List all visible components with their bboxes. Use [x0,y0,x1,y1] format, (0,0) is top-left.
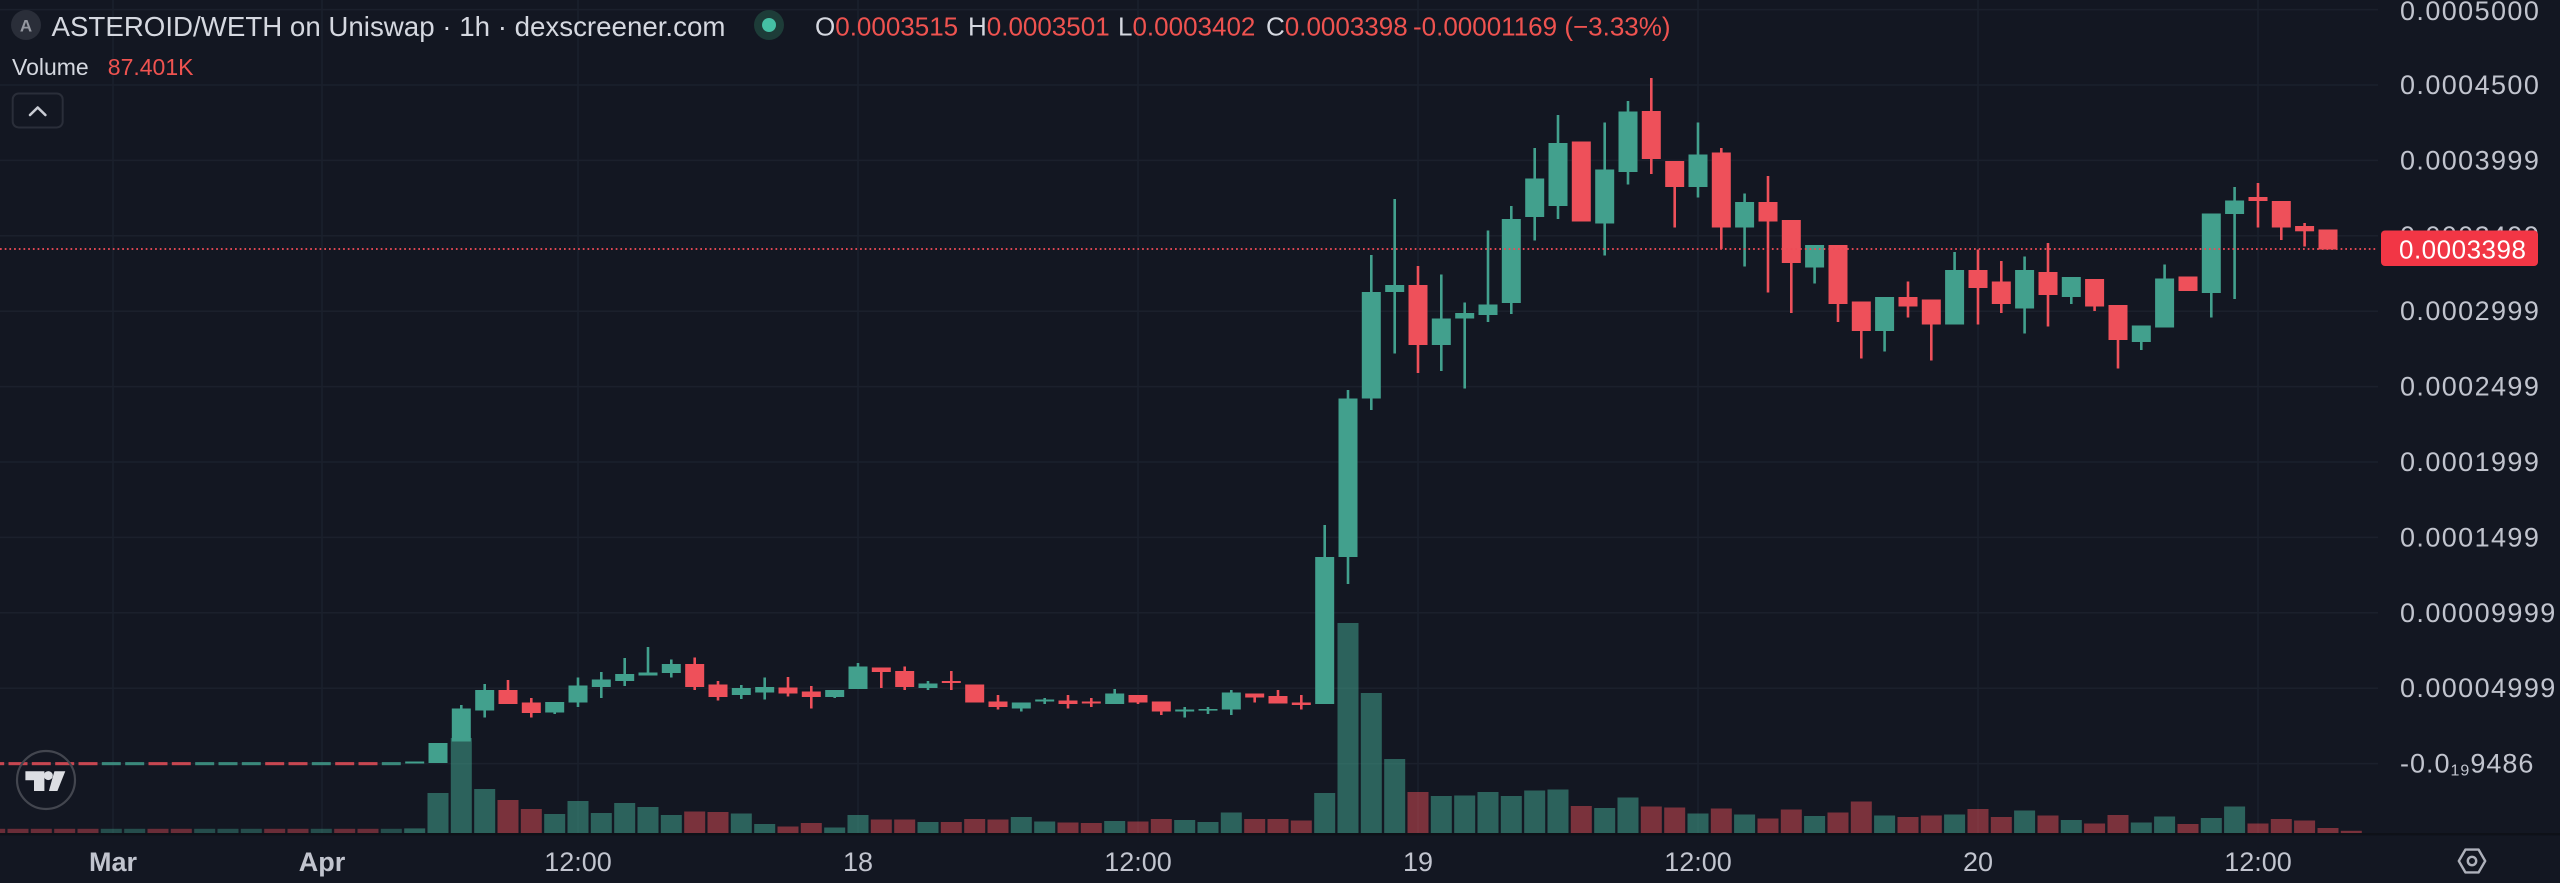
svg-text:A: A [20,17,32,36]
svg-text:87.401K: 87.401K [108,54,194,80]
svg-text:Apr: Apr [299,847,346,877]
svg-text:H0.0003501: H0.0003501 [968,12,1110,42]
svg-text:Mar: Mar [89,847,138,877]
svg-text:0.0003398: 0.0003398 [2399,235,2526,265]
svg-text:12:00: 12:00 [544,847,612,877]
svg-text:0.00009999: 0.00009999 [2400,598,2557,628]
svg-text:12:00: 12:00 [1664,847,1732,877]
svg-text:20: 20 [1963,847,1993,877]
svg-text:0.0002499: 0.0002499 [2400,372,2540,402]
svg-text:ASTEROID/WETH on Uniswap · 1h: ASTEROID/WETH on Uniswap · 1h · dexscree… [52,11,726,42]
svg-text:-0.00001169 (−3.33%): -0.00001169 (−3.33%) [1413,12,1671,42]
svg-text:19: 19 [1403,847,1433,877]
svg-text:12:00: 12:00 [2224,847,2292,877]
svg-text:12:00: 12:00 [1104,847,1172,877]
svg-text:0.0004500: 0.0004500 [2400,70,2540,100]
svg-text:0.0001999: 0.0001999 [2400,447,2540,477]
svg-text:C0.0003398: C0.0003398 [1266,12,1408,42]
svg-text:0.0005000: 0.0005000 [2400,0,2540,26]
svg-text:O0.0003515: O0.0003515 [815,12,958,42]
svg-text:18: 18 [843,847,873,877]
svg-text:-0.0199486: -0.0199486 [2400,749,2534,780]
svg-text:Volume: Volume [12,54,89,80]
svg-text:0.0003999: 0.0003999 [2400,145,2540,175]
svg-text:0.00004999: 0.00004999 [2400,673,2557,703]
svg-text:0.0002999: 0.0002999 [2400,296,2540,326]
svg-text:L0.0003402: L0.0003402 [1118,12,1255,42]
svg-text:0.0001499: 0.0001499 [2400,522,2540,552]
